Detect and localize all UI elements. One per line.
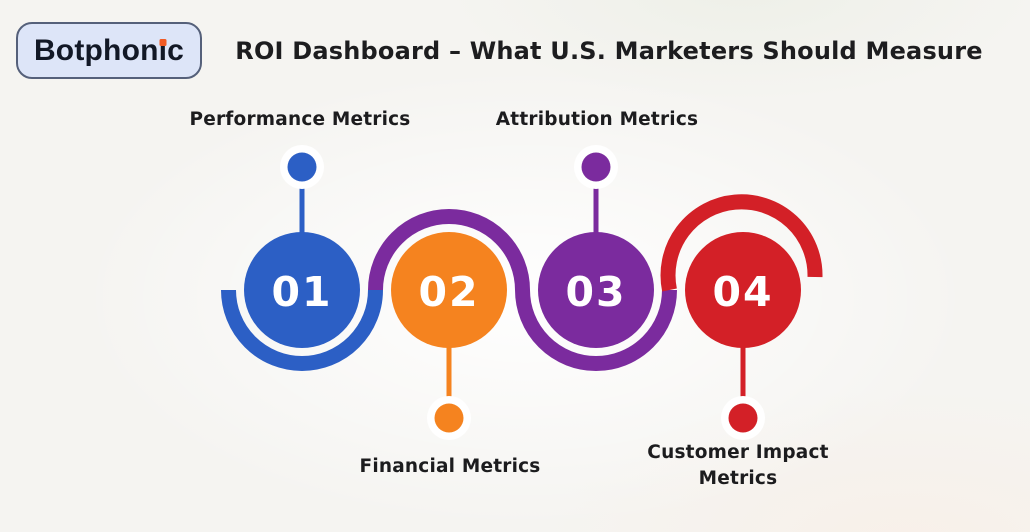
step-3-number: 03 — [565, 268, 627, 316]
ribbon-arc-purple — [368, 209, 677, 371]
step-2-circle — [391, 232, 507, 348]
step-1-number: 01 — [271, 268, 333, 316]
step-4-circle — [685, 232, 801, 348]
step-3-circle — [538, 232, 654, 348]
step-2-label: Financial Metrics — [359, 456, 541, 477]
logo-text-suffix: c — [167, 33, 185, 67]
step-4-number: 04 — [712, 268, 774, 316]
step-3-label: Attribution Metrics — [495, 109, 699, 130]
step-1-dot — [287, 152, 317, 182]
step-2-number: 02 — [418, 268, 480, 316]
ribbon-arc-blue — [221, 289, 383, 371]
step-1-circle — [244, 232, 360, 348]
step-1-label: Performance Metrics — [189, 109, 411, 130]
step-3-dot — [581, 152, 611, 182]
logo-letter-i: ı — [158, 33, 168, 67]
step-4-dot — [728, 403, 758, 433]
page-title: ROI Dashboard – What U.S. Marketers Shou… — [235, 37, 983, 65]
ribbon-arc-red — [660, 194, 823, 292]
step-2-dot — [434, 403, 464, 433]
step-4-label: Customer Impact Metrics — [647, 442, 829, 489]
logo-text-prefix: Botphon — [33, 33, 159, 67]
logo-text: Botphonıc — [34, 34, 184, 68]
botphonic-logo: Botphonıc — [16, 22, 202, 79]
